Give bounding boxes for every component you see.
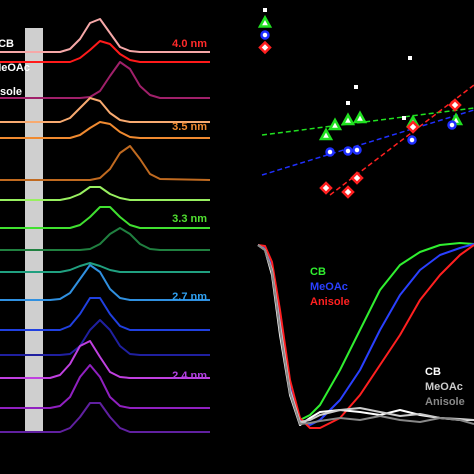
- data-line: [0, 402, 210, 433]
- legend-label: Anisole: [425, 396, 465, 408]
- data-line: [0, 297, 210, 331]
- point: [407, 135, 417, 145]
- data-line: [0, 97, 210, 123]
- point: [408, 56, 412, 60]
- size-label: 4.0 nm: [172, 38, 207, 50]
- data-line: [0, 145, 211, 181]
- point: [318, 127, 334, 141]
- point: [406, 120, 420, 134]
- highlight-band: [25, 28, 43, 432]
- point: [448, 98, 462, 112]
- solvent-label: CB: [0, 38, 14, 50]
- data-line: [0, 40, 210, 63]
- size-label: 3.5 nm: [172, 121, 207, 133]
- data-line: [0, 340, 210, 379]
- fit-line: [261, 107, 474, 136]
- point: [354, 85, 358, 89]
- data-line: [0, 227, 210, 251]
- point: [325, 147, 335, 157]
- point: [447, 120, 457, 130]
- point: [346, 101, 350, 105]
- data-line: [0, 206, 210, 229]
- data-line: [0, 121, 210, 139]
- fit-line: [261, 109, 474, 176]
- point: [340, 112, 356, 126]
- point: [352, 145, 362, 155]
- point: [343, 146, 353, 156]
- point: [352, 110, 368, 124]
- data-line: [0, 364, 210, 409]
- legend-label: MeOAc: [310, 281, 348, 293]
- data-line: [0, 262, 210, 273]
- legend-label: Anisole: [310, 296, 350, 308]
- data-line: [257, 244, 474, 425]
- data-line: [0, 61, 210, 99]
- legend-label: MeOAc: [425, 381, 463, 393]
- data-line: [0, 264, 210, 301]
- point: [319, 181, 333, 195]
- legend-marker: [263, 8, 267, 12]
- size-label: 3.3 nm: [172, 213, 207, 225]
- data-line: [257, 244, 474, 429]
- legend-marker: [258, 40, 272, 55]
- point: [402, 116, 406, 120]
- legend-label: CB: [425, 366, 441, 378]
- size-label: 2.4 nm: [172, 370, 207, 382]
- solvent-label: Anisole: [0, 86, 22, 98]
- data-line: [0, 319, 210, 356]
- legend-marker: [257, 14, 273, 28]
- data-line: [0, 186, 210, 201]
- fit-line: [329, 84, 474, 196]
- solvent-label: MeOAc: [0, 62, 30, 74]
- data-line: [0, 18, 210, 53]
- point: [341, 185, 355, 199]
- size-label: 2.7 nm: [172, 291, 207, 303]
- legend-label: CB: [310, 266, 326, 278]
- point: [327, 117, 343, 131]
- point: [350, 171, 364, 185]
- legend-marker: [260, 30, 270, 40]
